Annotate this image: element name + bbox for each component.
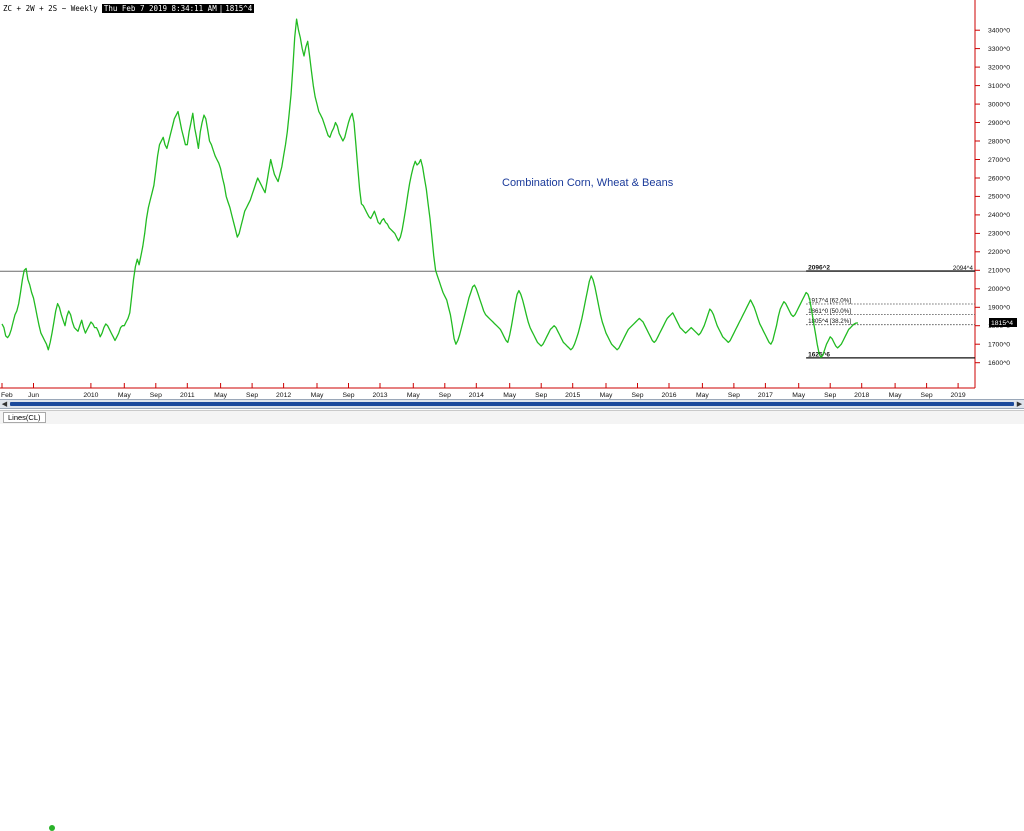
tab-bar: Lines(CL) — [0, 410, 1024, 831]
x-tick-label: 2016 — [661, 392, 676, 399]
x-tick-label: May — [311, 392, 324, 399]
chart-area[interactable]: 2094^4 2096^2 1917^4 [62.0%] 1861^0 [50.0%]… — [0, 0, 1024, 424]
series-layer — [1, 18, 858, 359]
arrow-left-icon[interactable]: ◀ — [1, 400, 8, 408]
y-tick-label: 2200^0 — [988, 249, 1010, 256]
horizontal-lines-layer: 2094^4 2096^2 1917^4 [62.0%] 1861^0 [50.0%]… — [0, 264, 975, 359]
x-tick-label: May — [696, 392, 709, 399]
y-tick-label: 3200^0 — [988, 64, 1010, 71]
y-tick-label: 2300^0 — [988, 231, 1010, 238]
x-tick-label: 2014 — [469, 392, 484, 399]
x-tick-label: 2013 — [372, 392, 387, 399]
last-value-text: 1815^4 — [991, 320, 1013, 327]
price-series-line — [1, 18, 858, 359]
x-tick-label: 2012 — [276, 392, 291, 399]
y-tick-label: 2000^0 — [988, 286, 1010, 293]
arrow-right-icon[interactable]: ▶ — [1016, 400, 1023, 408]
x-tick-label: 2011 — [180, 392, 195, 399]
x-tick-label: Jun — [28, 392, 39, 399]
x-tick-label: 2017 — [758, 392, 773, 399]
x-tick-label: Sep — [921, 392, 933, 399]
y-tick-label: 2400^0 — [988, 212, 1010, 219]
last-value-marker: 1815^4 — [989, 318, 1017, 327]
tab-lines[interactable]: Lines(CL) — [3, 412, 46, 423]
chart-title-bar: ZC + 2W + 2S ~ Weekly Thu Feb 7 2019 8:3… — [3, 3, 255, 13]
x-tick-label: Sep — [824, 392, 836, 399]
x-tick-label: 2019 — [951, 392, 966, 399]
y-tick-label: 2900^0 — [988, 120, 1010, 127]
y-tick-label: 2800^0 — [988, 138, 1010, 145]
level-label-4: 1805^4 [38.2%] — [808, 318, 851, 325]
price-chart[interactable]: 2094^4 2096^2 1917^4 [62.0%] 1861^0 [50.0%]… — [0, 0, 1024, 399]
y-tick-label: 2500^0 — [988, 194, 1010, 201]
y-tick-label: 1700^0 — [988, 342, 1010, 349]
last-value-label: 1815^4 — [223, 3, 255, 13]
y-tick-label: 2700^0 — [988, 157, 1010, 164]
x-tick-label: Sep — [535, 392, 547, 399]
x-tick-label: Sep — [631, 392, 643, 399]
y-tick-label: 2600^0 — [988, 175, 1010, 182]
scrollbar-thumb[interactable] — [10, 402, 1014, 406]
y-axis: 1600^01700^01800^01900^02000^02100^02200… — [975, 28, 1017, 367]
y-tick-label: 3300^0 — [988, 46, 1010, 53]
chart-annotation: Combination Corn, Wheat & Beans — [502, 177, 674, 189]
level-right-label-0: 2094^4 — [953, 265, 974, 272]
y-tick-label: 3100^0 — [988, 83, 1010, 90]
level-label-3: 1861^0 [50.0%] — [808, 308, 851, 315]
x-tick-label: 2018 — [854, 392, 869, 399]
x-tick-label: May — [792, 392, 805, 399]
x-tick-label: Sep — [246, 392, 258, 399]
x-tick-label: May — [407, 392, 420, 399]
x-tick-label: 2010 — [83, 392, 98, 399]
y-tick-label: 1600^0 — [988, 360, 1010, 367]
x-tick-label: May — [889, 392, 902, 399]
horizontal-scrollbar[interactable]: ◀ ▶ — [0, 399, 1024, 409]
datetime-label: Thu Feb 7 2019 8:34:11 AM — [101, 3, 219, 13]
level-label-2: 1917^4 [62.0%] — [808, 298, 851, 305]
x-tick-label: Sep — [728, 392, 740, 399]
y-tick-label: 3000^0 — [988, 101, 1010, 108]
x-tick-label: Sep — [150, 392, 162, 399]
x-tick-label: May — [503, 392, 516, 399]
y-tick-label: 3400^0 — [988, 28, 1010, 35]
x-tick-label: May — [600, 392, 613, 399]
x-tick-label: 2015 — [565, 392, 580, 399]
status-dot-icon — [49, 825, 55, 831]
symbol-label: ZC + 2W + 2S ~ Weekly — [3, 3, 98, 13]
y-tick-label: 2100^0 — [988, 268, 1010, 275]
x-tick-label: May — [118, 392, 131, 399]
x-tick-label: May — [214, 392, 227, 399]
y-tick-label: 1900^0 — [988, 305, 1010, 312]
x-axis: Feb Jun 2010 May Sep 2011 May Sep 2012 May Sep 2013… — [1, 383, 966, 399]
level-label-1: 2096^2 — [808, 264, 830, 272]
x-tick-label: Feb — [1, 392, 13, 399]
x-tick-label: Sep — [439, 392, 451, 399]
x-tick-label: Sep — [342, 392, 354, 399]
